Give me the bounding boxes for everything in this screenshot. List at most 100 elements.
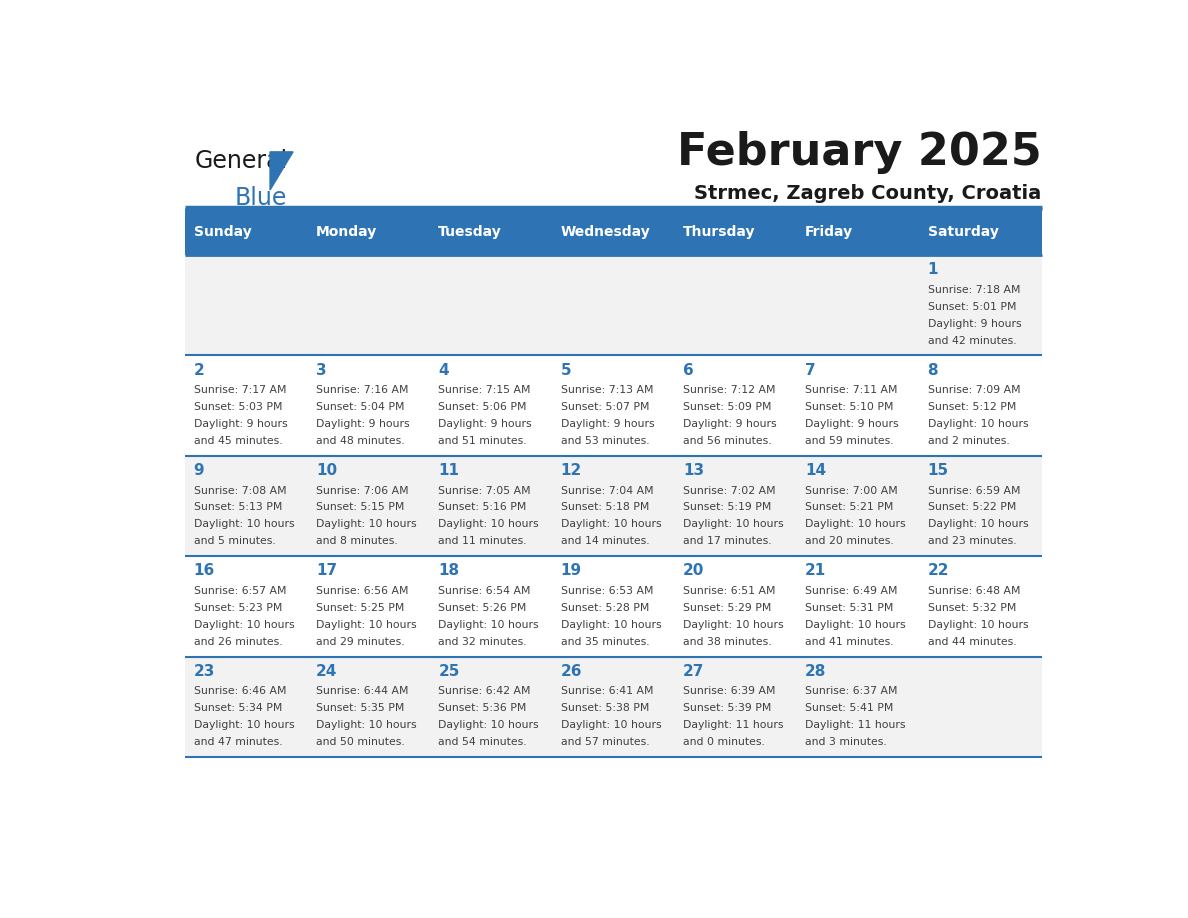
Text: Thursday: Thursday	[683, 225, 756, 239]
Text: Sunrise: 6:57 AM: Sunrise: 6:57 AM	[194, 586, 286, 596]
Text: Wednesday: Wednesday	[561, 225, 650, 239]
Text: Sunrise: 7:00 AM: Sunrise: 7:00 AM	[805, 486, 898, 496]
Text: and 42 minutes.: and 42 minutes.	[928, 336, 1016, 346]
Text: Sunrise: 6:54 AM: Sunrise: 6:54 AM	[438, 586, 531, 596]
FancyBboxPatch shape	[552, 456, 675, 556]
Text: 20: 20	[683, 564, 704, 578]
FancyBboxPatch shape	[308, 209, 430, 255]
Text: 14: 14	[805, 463, 827, 478]
Text: Sunrise: 7:11 AM: Sunrise: 7:11 AM	[805, 386, 898, 395]
Text: and 11 minutes.: and 11 minutes.	[438, 536, 527, 546]
Text: 23: 23	[194, 664, 215, 678]
Text: Saturday: Saturday	[928, 225, 998, 239]
Text: Sunset: 5:09 PM: Sunset: 5:09 PM	[683, 402, 771, 412]
FancyBboxPatch shape	[920, 255, 1042, 355]
Text: and 51 minutes.: and 51 minutes.	[438, 436, 527, 446]
Text: and 59 minutes.: and 59 minutes.	[805, 436, 893, 446]
FancyBboxPatch shape	[308, 255, 430, 355]
FancyBboxPatch shape	[552, 656, 675, 757]
Text: Sunrise: 7:09 AM: Sunrise: 7:09 AM	[928, 386, 1020, 395]
Text: Sunrise: 7:04 AM: Sunrise: 7:04 AM	[561, 486, 653, 496]
Text: 19: 19	[561, 564, 582, 578]
Text: and 48 minutes.: and 48 minutes.	[316, 436, 405, 446]
Text: and 45 minutes.: and 45 minutes.	[194, 436, 283, 446]
Text: and 26 minutes.: and 26 minutes.	[194, 637, 283, 647]
Text: 6: 6	[683, 363, 694, 377]
Text: Blue: Blue	[234, 185, 286, 210]
Text: Friday: Friday	[805, 225, 853, 239]
Text: 3: 3	[316, 363, 327, 377]
Text: Daylight: 11 hours: Daylight: 11 hours	[683, 721, 783, 730]
Text: and 23 minutes.: and 23 minutes.	[928, 536, 1016, 546]
Text: Daylight: 10 hours: Daylight: 10 hours	[316, 620, 417, 630]
Text: Sunset: 5:16 PM: Sunset: 5:16 PM	[438, 502, 526, 512]
Text: 1: 1	[928, 263, 939, 277]
Text: Sunset: 5:04 PM: Sunset: 5:04 PM	[316, 402, 404, 412]
Text: Sunrise: 7:12 AM: Sunrise: 7:12 AM	[683, 386, 776, 395]
Text: 13: 13	[683, 463, 704, 478]
FancyBboxPatch shape	[430, 255, 552, 355]
Text: Sunrise: 7:13 AM: Sunrise: 7:13 AM	[561, 386, 653, 395]
FancyBboxPatch shape	[797, 456, 920, 556]
Text: Daylight: 10 hours: Daylight: 10 hours	[194, 620, 295, 630]
Text: and 20 minutes.: and 20 minutes.	[805, 536, 895, 546]
FancyBboxPatch shape	[797, 656, 920, 757]
Text: Sunrise: 6:53 AM: Sunrise: 6:53 AM	[561, 586, 653, 596]
Text: and 3 minutes.: and 3 minutes.	[805, 737, 887, 747]
Text: 16: 16	[194, 564, 215, 578]
Text: and 53 minutes.: and 53 minutes.	[561, 436, 649, 446]
Text: 21: 21	[805, 564, 827, 578]
Text: 9: 9	[194, 463, 204, 478]
Text: Daylight: 9 hours: Daylight: 9 hours	[805, 419, 899, 429]
Text: Daylight: 10 hours: Daylight: 10 hours	[438, 721, 539, 730]
Text: Sunday: Sunday	[194, 225, 252, 239]
Text: Sunrise: 6:48 AM: Sunrise: 6:48 AM	[928, 586, 1020, 596]
Text: Daylight: 9 hours: Daylight: 9 hours	[316, 419, 410, 429]
Text: and 2 minutes.: and 2 minutes.	[928, 436, 1010, 446]
Text: Sunset: 5:28 PM: Sunset: 5:28 PM	[561, 603, 649, 613]
Text: Sunset: 5:22 PM: Sunset: 5:22 PM	[928, 502, 1016, 512]
Text: 5: 5	[561, 363, 571, 377]
Text: Sunset: 5:01 PM: Sunset: 5:01 PM	[928, 302, 1016, 312]
Text: Sunset: 5:18 PM: Sunset: 5:18 PM	[561, 502, 649, 512]
FancyBboxPatch shape	[552, 355, 675, 456]
Text: 7: 7	[805, 363, 816, 377]
Text: and 17 minutes.: and 17 minutes.	[683, 536, 771, 546]
Text: Sunrise: 6:51 AM: Sunrise: 6:51 AM	[683, 586, 776, 596]
Text: Daylight: 9 hours: Daylight: 9 hours	[194, 419, 287, 429]
FancyBboxPatch shape	[552, 209, 675, 255]
Text: and 0 minutes.: and 0 minutes.	[683, 737, 765, 747]
Text: February 2025: February 2025	[677, 131, 1042, 174]
Text: 18: 18	[438, 564, 460, 578]
Text: Daylight: 10 hours: Daylight: 10 hours	[561, 721, 662, 730]
FancyBboxPatch shape	[920, 456, 1042, 556]
Text: Sunset: 5:19 PM: Sunset: 5:19 PM	[683, 502, 771, 512]
FancyBboxPatch shape	[920, 556, 1042, 656]
Text: Sunrise: 6:42 AM: Sunrise: 6:42 AM	[438, 687, 531, 696]
Text: Sunset: 5:13 PM: Sunset: 5:13 PM	[194, 502, 282, 512]
Text: 28: 28	[805, 664, 827, 678]
Text: Sunrise: 7:16 AM: Sunrise: 7:16 AM	[316, 386, 409, 395]
Text: Sunrise: 7:02 AM: Sunrise: 7:02 AM	[683, 486, 776, 496]
Polygon shape	[270, 151, 293, 190]
FancyBboxPatch shape	[185, 456, 308, 556]
Text: and 50 minutes.: and 50 minutes.	[316, 737, 405, 747]
FancyBboxPatch shape	[430, 556, 552, 656]
Text: and 41 minutes.: and 41 minutes.	[805, 637, 893, 647]
FancyBboxPatch shape	[430, 456, 552, 556]
Text: 24: 24	[316, 664, 337, 678]
FancyBboxPatch shape	[185, 556, 308, 656]
FancyBboxPatch shape	[675, 209, 797, 255]
Text: and 8 minutes.: and 8 minutes.	[316, 536, 398, 546]
Text: and 14 minutes.: and 14 minutes.	[561, 536, 649, 546]
Text: Sunrise: 6:59 AM: Sunrise: 6:59 AM	[928, 486, 1020, 496]
Text: Daylight: 10 hours: Daylight: 10 hours	[194, 520, 295, 530]
Text: Sunrise: 6:56 AM: Sunrise: 6:56 AM	[316, 586, 409, 596]
Text: Sunrise: 7:17 AM: Sunrise: 7:17 AM	[194, 386, 286, 395]
Text: Tuesday: Tuesday	[438, 225, 503, 239]
Text: 10: 10	[316, 463, 337, 478]
Text: Sunrise: 7:08 AM: Sunrise: 7:08 AM	[194, 486, 286, 496]
FancyBboxPatch shape	[430, 355, 552, 456]
Text: Daylight: 10 hours: Daylight: 10 hours	[561, 620, 662, 630]
Text: Sunset: 5:36 PM: Sunset: 5:36 PM	[438, 703, 526, 713]
